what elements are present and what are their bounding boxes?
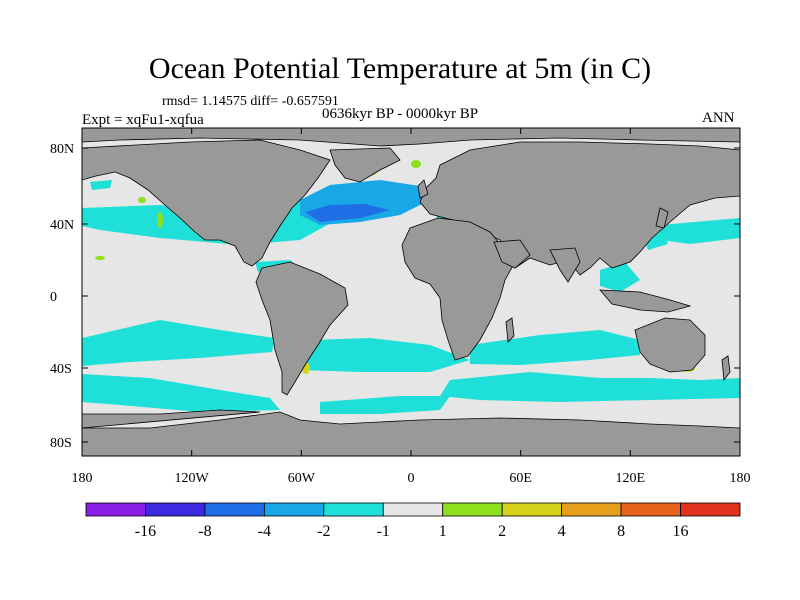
lat-label: 80S — [50, 436, 72, 451]
colorbar-label: -1 — [377, 523, 390, 540]
colorbar-swatch — [204, 502, 265, 517]
colorbar-label: -8 — [198, 523, 211, 540]
colorbar-label: 16 — [673, 523, 689, 540]
season-label: ANN — [702, 110, 735, 126]
lon-label: 60W — [288, 471, 316, 486]
colorbar: -16 -8 -4 -2 -1 1 2 4 8 16 — [85, 502, 741, 540]
southeast-asia — [599, 289, 692, 313]
colorbar-swatch — [382, 502, 444, 517]
latitude-axis: 80N 40N 0 40S 80S — [50, 142, 740, 451]
time-period-label: 0636kyr BP - 0000kyr BP — [322, 106, 479, 122]
colorbar-label: 8 — [617, 523, 625, 540]
colorbar-swatch — [561, 502, 622, 517]
lon-label: 120E — [616, 471, 646, 486]
lon-label: 120W — [175, 471, 210, 486]
colorbar-label: 4 — [558, 523, 566, 540]
map-panel — [81, 127, 741, 457]
colorbar-swatch — [145, 502, 206, 517]
experiment-label: Expt = xqFu1-xqfua — [82, 112, 204, 128]
lon-label: 60E — [509, 471, 532, 486]
longitude-axis: 180 120W 60W 0 60E 120E 180 — [72, 128, 751, 486]
land-masses — [82, 128, 740, 456]
africa — [401, 217, 516, 361]
antarctica — [82, 411, 740, 456]
arabia — [493, 239, 531, 269]
cooling-region-darkblue — [305, 204, 390, 222]
colorbar-swatch — [620, 502, 681, 517]
india — [549, 247, 581, 283]
lat-label: 40S — [50, 362, 72, 377]
colorbar-swatch — [501, 502, 563, 517]
map-title: Ocean Potential Temperature at 5m (in C) — [148, 52, 652, 85]
colorbar-swatch — [323, 502, 384, 517]
colorbar-label: -2 — [317, 523, 330, 540]
north-america — [82, 139, 331, 267]
colorbar-swatch — [442, 502, 503, 517]
eurasia — [419, 141, 740, 276]
south-america — [255, 261, 349, 396]
lat-label: 40N — [50, 218, 74, 233]
lon-label: 0 — [408, 471, 415, 486]
arctic-mask — [82, 128, 740, 147]
lon-label: 180 — [730, 471, 751, 486]
colorbar-label: 1 — [439, 523, 447, 540]
colorbar-swatch — [680, 502, 741, 517]
new-zealand — [721, 355, 731, 382]
colorbar-label: 2 — [498, 523, 506, 540]
madagascar — [505, 317, 515, 343]
japan — [655, 207, 669, 229]
rmsd-diff-stats: rmsd= 1.14575 diff= -0.657591 — [162, 94, 339, 109]
southern-mask — [82, 409, 261, 429]
lat-label: 80N — [50, 142, 74, 157]
colorbar-swatch — [85, 502, 146, 517]
colorbar-swatch — [263, 502, 325, 517]
lon-label: 180 — [72, 471, 93, 486]
colorbar-label: -4 — [258, 523, 271, 540]
greenland — [329, 147, 401, 183]
colorbar-label: -16 — [135, 523, 156, 540]
british-isles — [417, 179, 429, 199]
australia — [634, 317, 706, 373]
lat-label: 0 — [50, 290, 57, 305]
